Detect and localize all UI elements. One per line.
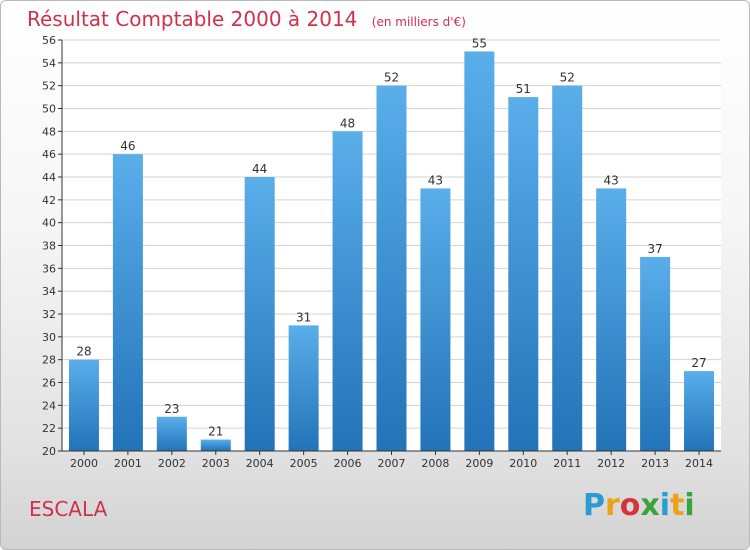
y-tick-label: 56 bbox=[42, 34, 56, 47]
y-tick-label: 54 bbox=[42, 57, 56, 70]
logo-letter: P bbox=[583, 488, 605, 523]
data-label: 31 bbox=[296, 310, 311, 324]
data-label: 43 bbox=[428, 173, 443, 187]
bar-2004 bbox=[244, 177, 275, 451]
bar-2007 bbox=[376, 85, 407, 452]
data-label: 43 bbox=[604, 173, 619, 187]
x-tick-label: 2005 bbox=[290, 457, 318, 470]
bar-2008 bbox=[420, 188, 451, 451]
bar-2010 bbox=[508, 97, 539, 451]
data-label: 52 bbox=[384, 71, 399, 85]
data-label: 46 bbox=[120, 139, 135, 153]
y-tick-label: 42 bbox=[42, 194, 56, 207]
logo-letter: r bbox=[605, 488, 620, 523]
bar-2011 bbox=[552, 85, 583, 452]
bar-2013 bbox=[640, 256, 671, 451]
y-tick-label: 38 bbox=[42, 240, 56, 253]
y-tick-label: 48 bbox=[42, 125, 56, 138]
y-tick-label: 52 bbox=[42, 80, 56, 93]
data-label: 21 bbox=[208, 425, 223, 439]
x-tick-label: 2011 bbox=[553, 457, 581, 470]
bar-2006 bbox=[332, 131, 363, 452]
y-tick-label: 22 bbox=[42, 422, 56, 435]
x-tick-label: 2013 bbox=[641, 457, 669, 470]
chart-title-block: Résultat Comptable 2000 à 2014 (en milli… bbox=[27, 7, 466, 31]
bar-2003 bbox=[200, 439, 231, 451]
logo-letter: x bbox=[640, 488, 660, 523]
logo-letter: i bbox=[659, 488, 671, 523]
x-tick-label: 2000 bbox=[70, 457, 98, 470]
y-tick-label: 34 bbox=[42, 285, 56, 298]
chart-subtitle: (en milliers d'€) bbox=[371, 15, 466, 29]
x-tick-label: 2001 bbox=[114, 457, 142, 470]
y-tick-label: 46 bbox=[42, 148, 56, 161]
x-tick-label: 2002 bbox=[158, 457, 186, 470]
bar-2014 bbox=[684, 371, 715, 451]
data-label: 23 bbox=[164, 402, 179, 416]
y-tick-label: 20 bbox=[42, 445, 56, 458]
data-label: 52 bbox=[560, 71, 575, 85]
y-tick-label: 32 bbox=[42, 308, 56, 321]
x-tick-label: 2007 bbox=[378, 457, 406, 470]
y-tick-label: 26 bbox=[42, 377, 56, 390]
bar-2001 bbox=[112, 154, 143, 451]
bar-2009 bbox=[464, 51, 495, 452]
bar-2002 bbox=[156, 416, 187, 451]
data-label: 48 bbox=[340, 116, 355, 130]
x-tick-label: 2014 bbox=[685, 457, 713, 470]
data-label: 44 bbox=[252, 162, 267, 176]
y-tick-label: 28 bbox=[42, 354, 56, 367]
data-label: 55 bbox=[472, 36, 487, 50]
x-tick-label: 2010 bbox=[509, 457, 537, 470]
proxiti-logo: Proxiti bbox=[583, 488, 695, 523]
data-label: 27 bbox=[691, 356, 706, 370]
bar-2000 bbox=[68, 359, 99, 451]
x-tick-label: 2008 bbox=[421, 457, 449, 470]
y-tick-label: 30 bbox=[42, 331, 56, 344]
x-tick-label: 2003 bbox=[202, 457, 230, 470]
y-tick-label: 40 bbox=[42, 217, 56, 230]
data-label: 51 bbox=[516, 82, 531, 96]
chart-title: Résultat Comptable 2000 à 2014 bbox=[27, 7, 358, 31]
x-tick-label: 2004 bbox=[246, 457, 274, 470]
y-tick-label: 36 bbox=[42, 262, 56, 275]
logo-letter: o bbox=[619, 488, 641, 523]
bar-2005 bbox=[288, 325, 319, 451]
data-label: 37 bbox=[647, 242, 662, 256]
logo-letter: t bbox=[670, 488, 685, 523]
y-tick-label: 44 bbox=[42, 171, 56, 184]
x-tick-label: 2012 bbox=[597, 457, 625, 470]
y-tick-label: 50 bbox=[42, 103, 56, 116]
logo-letter: i bbox=[684, 488, 695, 523]
x-tick-label: 2009 bbox=[465, 457, 493, 470]
place-name: ESCALA bbox=[29, 497, 108, 521]
data-label: 28 bbox=[76, 345, 91, 359]
x-tick-label: 2006 bbox=[334, 457, 362, 470]
y-tick-label: 24 bbox=[42, 399, 56, 412]
bar-2012 bbox=[596, 188, 627, 451]
